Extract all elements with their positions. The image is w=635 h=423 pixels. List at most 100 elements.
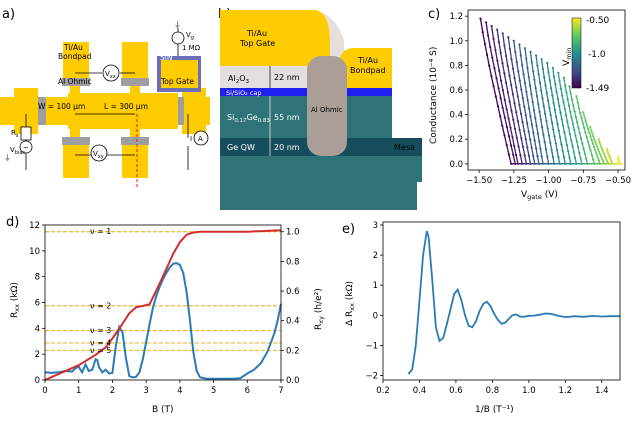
conductance-point-6-8 xyxy=(524,114,527,117)
d-xtick-label-7: 7 xyxy=(278,386,283,396)
conductance-point-5-10 xyxy=(523,129,526,132)
rxy-trace xyxy=(44,229,282,381)
conductance-point-5-0 xyxy=(507,36,510,39)
conductance-point-14-1 xyxy=(558,80,561,83)
d-ytick-right-label-5: 1.0 xyxy=(286,228,300,238)
conductance-point-13-9 xyxy=(563,131,566,134)
conductance-point-20-11 xyxy=(605,157,608,161)
conductance-point-10-4 xyxy=(540,89,543,92)
conductance-point-9-6 xyxy=(537,103,540,106)
conductance-point-3-1 xyxy=(497,41,501,44)
conductance-point-17-5 xyxy=(581,121,584,125)
conductance-point-9-11 xyxy=(543,140,546,144)
conductance-curve-10 xyxy=(535,55,623,165)
d-ytick-left-label-2: 4 xyxy=(35,324,40,334)
conductance-point-1-5 xyxy=(495,77,498,80)
conductance-curve-4 xyxy=(502,33,623,165)
conductance-point-18-1 xyxy=(583,115,586,119)
conductance-point-15-7 xyxy=(571,122,575,125)
bondpad-top-left xyxy=(63,42,89,82)
conductance-point-18-11 xyxy=(595,152,598,155)
conductance-point-8-1 xyxy=(525,57,528,61)
panel-e-label: e) xyxy=(342,222,355,237)
e-ytick-label-5: 3 xyxy=(373,221,378,231)
conductance-point-1-8 xyxy=(501,106,504,109)
conductance-point-12-3 xyxy=(550,87,553,90)
conductance-point-14-9 xyxy=(568,132,572,136)
e-xtick-label-0: 0.2 xyxy=(376,386,390,396)
conductance-point-17-14 xyxy=(593,162,596,165)
conductance-point-19-9 xyxy=(598,150,601,153)
d-ytick-left-label-5: 10 xyxy=(29,247,40,257)
drain-contact xyxy=(182,88,206,134)
panel-d-yticks-right: 0.0 0.2 0.4 0.6 0.8 1.0 xyxy=(281,228,300,386)
conductance-point-7-11 xyxy=(533,139,536,142)
conductance-point-12-2 xyxy=(548,79,551,82)
conductance-point-7-12 xyxy=(535,147,538,150)
conductance-point-17-13 xyxy=(592,158,595,161)
conductance-point-16-8 xyxy=(578,132,581,135)
d-xtick-label-4: 4 xyxy=(177,386,182,396)
conductance-point-8-2 xyxy=(526,67,529,70)
conductance-point-15-12 xyxy=(578,151,581,154)
conductance-point-14-5 xyxy=(563,107,566,110)
sige-thickness: 55 nm xyxy=(274,113,300,122)
conductance-point-7-9 xyxy=(530,123,534,126)
ammeter-label: A xyxy=(198,135,203,143)
rs-label: Rs xyxy=(11,129,19,139)
panel-c-yticks: 0.0 0.2 0.4 0.6 0.8 1.0 1.2 xyxy=(449,12,468,170)
conductance-point-5-6 xyxy=(516,95,519,98)
conductance-point-16-13 xyxy=(585,157,588,160)
c-xtick-label-1: −1.25 xyxy=(501,176,527,186)
d-xtick-label-0: 0 xyxy=(42,386,47,396)
c-ytick-label-6: 1.2 xyxy=(449,12,463,22)
conductance-curve-7 xyxy=(518,44,623,165)
d-ytick-right-label-1: 0.2 xyxy=(286,346,300,356)
conductance-point-12-8 xyxy=(556,122,559,125)
conductance-point-1-4 xyxy=(493,67,496,70)
conductance-point-14-2 xyxy=(559,87,563,90)
bondpad-bottom-right xyxy=(122,140,148,178)
vbias-label: Vbias xyxy=(10,146,25,156)
current-label: I xyxy=(190,135,192,143)
conductance-point-12-9 xyxy=(557,129,560,132)
conductance-curve-5 xyxy=(507,37,623,165)
conductance-point-14-14 xyxy=(575,162,578,165)
conductance-point-3-0 xyxy=(496,28,499,31)
conductance-point-12-5 xyxy=(552,101,555,104)
conductance-point-3-8 xyxy=(510,109,513,112)
conductance-point-11-4 xyxy=(545,92,548,95)
conductance-point-19-11 xyxy=(600,155,603,158)
ac-icon: ~ xyxy=(23,144,29,152)
conductance-point-2-2 xyxy=(494,48,497,52)
conductance-point-8-12 xyxy=(539,147,542,150)
conductance-point-2-1 xyxy=(492,37,495,40)
conductance-point-4-2 xyxy=(505,54,508,58)
drain-ohmic xyxy=(176,97,184,125)
conductance-point-13-12 xyxy=(567,150,570,153)
mesa-label: Mesa xyxy=(394,143,415,152)
e-xtick-label-3: 0.8 xyxy=(486,386,500,396)
conductance-point-4-3 xyxy=(506,64,509,68)
colorbar-tick-top: -0.50 xyxy=(586,16,610,26)
conductance-point-16-2 xyxy=(570,98,574,101)
al-ohmic-contact xyxy=(307,56,347,156)
conductance-point-0-7 xyxy=(494,95,497,98)
width-label: W = 100 μm xyxy=(38,102,85,111)
conductance-point-11-1 xyxy=(541,67,545,71)
c-ytick-label-3: 0.6 xyxy=(449,86,463,96)
conductance-point-10-14 xyxy=(553,162,556,165)
panel-d-xlabel: B (T) xyxy=(152,405,174,415)
si-cap xyxy=(220,88,392,96)
conductance-point-17-10 xyxy=(588,145,591,148)
d-xtick-label-1: 1 xyxy=(76,386,81,396)
conductance-point-17-8 xyxy=(585,136,588,139)
ohmic-bottom-right xyxy=(121,137,149,145)
conductance-point-11-8 xyxy=(550,121,554,124)
conductance-point-18-13 xyxy=(597,159,600,162)
top-gate-label: Top Gate xyxy=(160,77,194,86)
conductance-point-0-11 xyxy=(503,134,506,137)
filling-factor-label-3: ν = 3 xyxy=(90,326,111,335)
conductance-point-12-14 xyxy=(564,162,567,165)
conductance-point-21-14 xyxy=(611,162,614,165)
